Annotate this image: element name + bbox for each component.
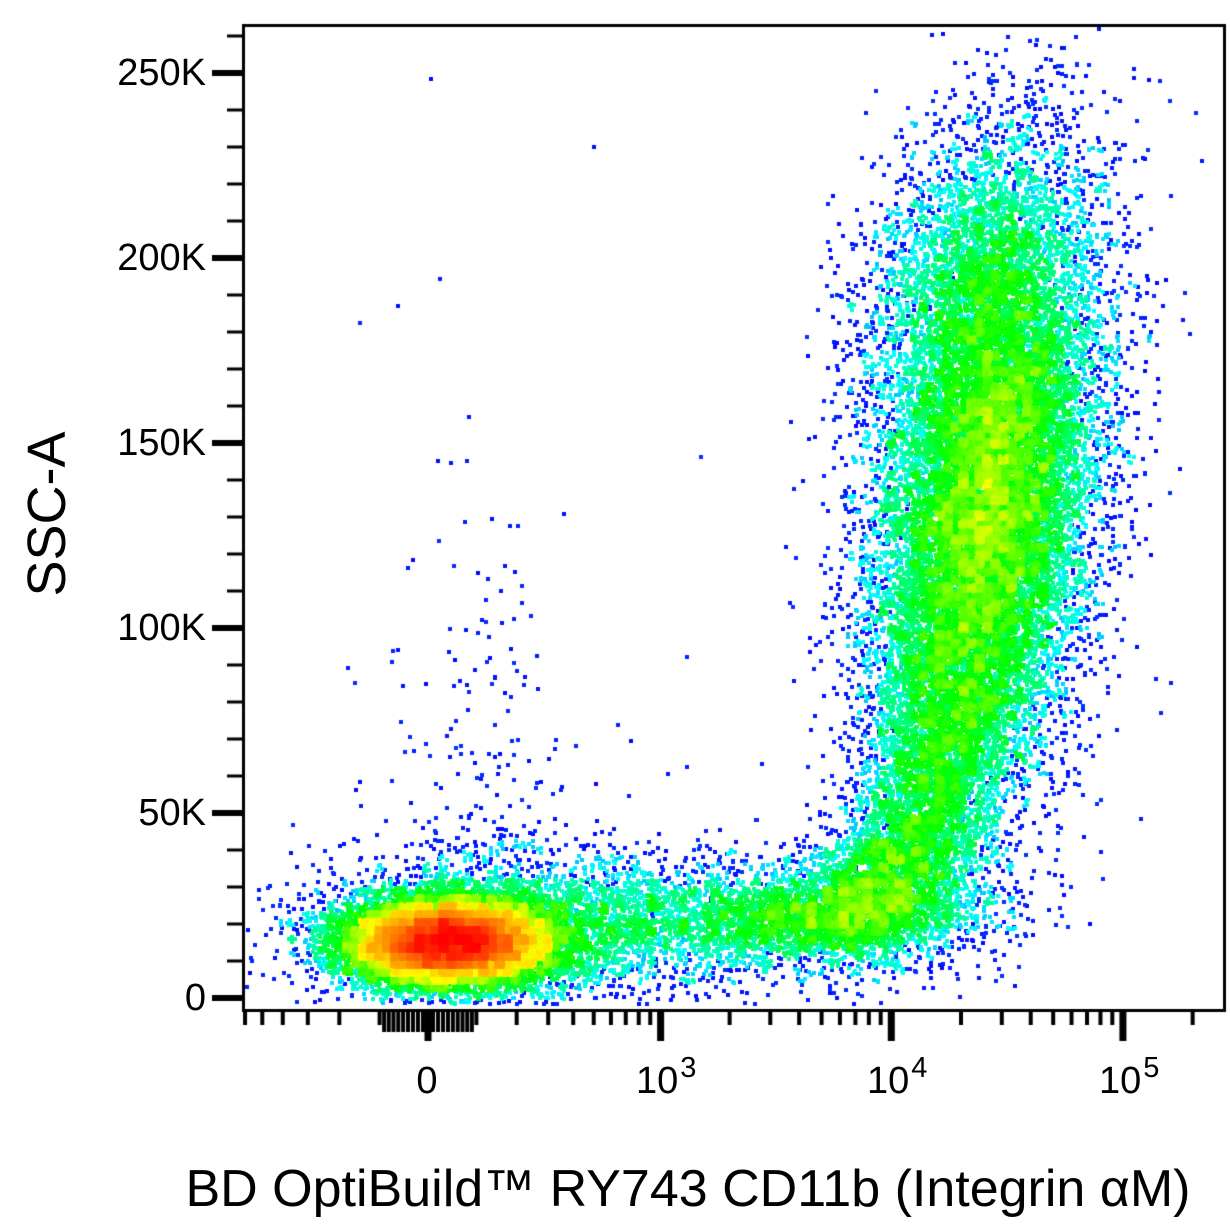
x-axis-tick-label-1e4: 104 [867,1052,927,1103]
x-tick-exponent: 3 [680,1052,697,1084]
x-tick-exponent: 4 [911,1052,928,1084]
x-tick-base: 10 [867,1060,910,1102]
x-axis-tick-label-zero: 0 [416,1062,439,1103]
y-axis-tick-label-0: 0 [184,977,206,1019]
x-tick-base: 10 [1099,1060,1142,1102]
y-axis-tick-label-250k: 250K [117,52,206,94]
x-axis-title: BD OptiBuild™ RY743 CD11b (Integrin αM) [185,1160,1191,1218]
y-axis-tick-label-200k: 200K [117,237,206,279]
y-axis-tick-label-50k: 50K [138,792,206,834]
y-axis-tick-label-100k: 100K [117,607,206,649]
x-axis-tick-label-1e3: 103 [636,1052,696,1103]
x-tick-base: 10 [636,1060,679,1102]
x-axis-tick-label-1e5: 105 [1099,1052,1159,1103]
y-axis-title: SSC-A [17,431,77,597]
x-tick-base: 0 [416,1060,438,1102]
x-tick-exponent: 5 [1143,1052,1160,1084]
y-axis-tick-label-150k: 150K [117,422,206,464]
